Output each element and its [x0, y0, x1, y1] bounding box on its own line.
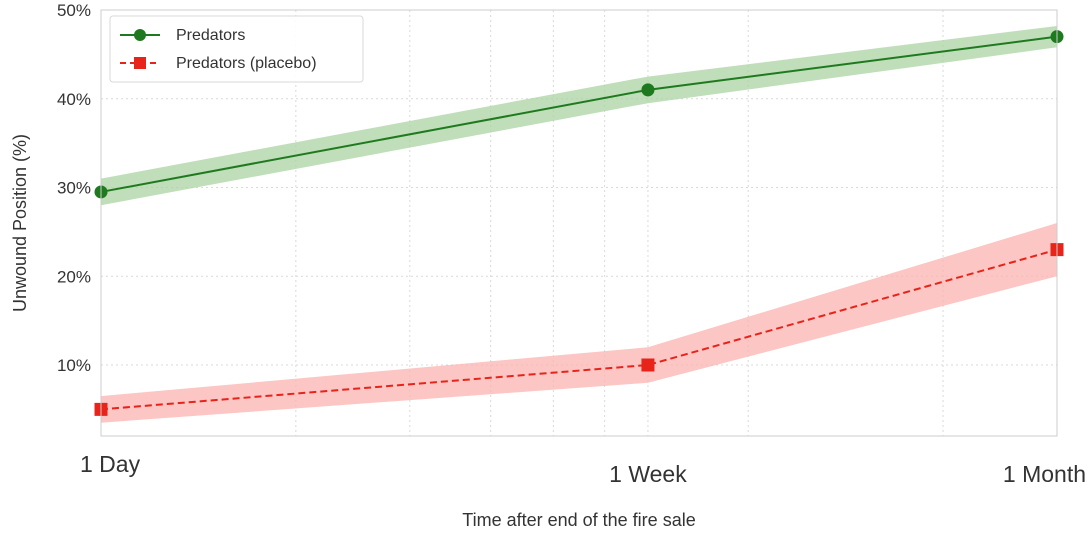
x-axis-label: Time after end of the fire sale: [462, 510, 695, 530]
band-predators-placebo: [101, 223, 1057, 423]
x-axis-ticks: 1 Day 1 Week 1 Month: [80, 451, 1086, 487]
confidence-bands: [101, 25, 1057, 423]
x-tick-label: 1 Day: [80, 451, 141, 477]
plot-frame: [100, 9, 1058, 437]
legend-frame: [109, 15, 364, 83]
band-predators: [101, 25, 1057, 206]
legend: Predators Predators (placebo): [109, 15, 364, 83]
legend-marker-placebo: [134, 57, 146, 69]
y-tick-label: 20%: [57, 267, 91, 286]
point-predators: [641, 83, 655, 97]
y-tick-label: 40%: [57, 90, 91, 109]
point-predators-placebo: [641, 358, 655, 372]
legend-label-predators: Predators: [176, 27, 245, 44]
y-tick-label: 10%: [57, 356, 91, 375]
legend-label-placebo: Predators (placebo): [176, 55, 317, 72]
x-tick-label: 1 Week: [609, 461, 687, 487]
legend-marker-predators: [134, 29, 146, 41]
y-tick-label: 50%: [57, 1, 91, 20]
y-tick-label: 30%: [57, 179, 91, 198]
y-axis-label: Unwound Position (%): [10, 134, 30, 312]
line-predators-placebo: [100, 248, 1058, 411]
y-axis-ticks: 10% 20% 30% 40% 50%: [57, 1, 91, 375]
x-tick-label: 1 Month: [1003, 461, 1086, 487]
